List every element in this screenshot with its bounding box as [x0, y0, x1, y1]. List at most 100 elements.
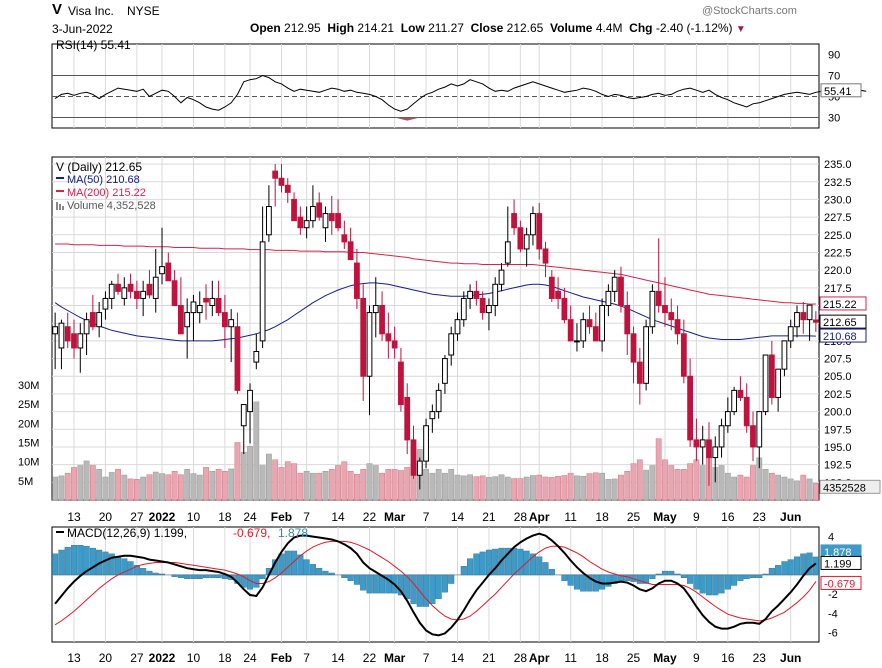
company-name: Visa Inc. [68, 4, 114, 18]
candle [121, 277, 128, 306]
macd-histogram-bar [177, 574, 184, 578]
volume-bar [435, 469, 442, 501]
candle-body [592, 326, 599, 342]
volume-bar [618, 474, 624, 501]
macd-histogram-bar [473, 553, 480, 576]
volume-bar [58, 475, 65, 501]
volume-bar [460, 475, 467, 501]
candle [398, 347, 404, 412]
volume-bar [800, 474, 807, 501]
macd-x-tick-label: 25 [627, 651, 641, 665]
volume-bar [96, 469, 103, 501]
volume-bar [504, 476, 511, 501]
candle-body [787, 326, 794, 342]
candle [624, 291, 631, 356]
volume-bar [215, 469, 222, 501]
candle-body [253, 350, 260, 363]
candle [203, 284, 209, 320]
candle-body [115, 283, 121, 292]
volume-bar [580, 475, 587, 501]
macd-histogram-bar [423, 574, 430, 607]
candle [542, 241, 549, 278]
rsi-oversold-area [388, 117, 420, 121]
volume-bar [83, 460, 90, 501]
candle-body [630, 333, 637, 363]
macd-histogram-bar [674, 573, 681, 576]
macd-histogram-bar [479, 551, 486, 576]
macd-histogram-bar [121, 558, 128, 576]
candle [360, 284, 367, 401]
candle-body [297, 216, 304, 229]
volume-bar [668, 465, 675, 501]
candle-body [504, 241, 511, 264]
candle [303, 206, 310, 239]
macd-histogram-bar [517, 548, 524, 576]
macd-histogram-bar [775, 565, 782, 576]
volume-bar [574, 475, 580, 501]
macd-histogram-bar [64, 546, 71, 576]
candle-body [586, 319, 593, 328]
volume-bar [775, 474, 782, 501]
candle-body [266, 206, 272, 236]
macd-x-tick-label: Jun [780, 651, 801, 665]
candle [511, 199, 517, 235]
candle [297, 206, 304, 235]
volume-bar [787, 478, 794, 501]
macd-histogram-bar [215, 574, 222, 578]
macd-histogram-bar [133, 565, 140, 576]
volume-bar [762, 469, 769, 501]
candle-body [385, 333, 392, 342]
macd-signal-value-tag: -0.679 [820, 575, 862, 590]
macd-main-value-tag-box [820, 555, 862, 570]
macd-histogram-bar [309, 564, 316, 576]
candle [592, 312, 599, 342]
macd-legend-main: MACD(12,26,9) 1.199, [67, 526, 187, 540]
candle-body [580, 319, 587, 342]
candle [662, 277, 668, 327]
candle-body [718, 425, 725, 448]
price-x-tick-label: 2022 [149, 510, 176, 524]
candle-body [398, 361, 404, 406]
candle-body [102, 297, 109, 310]
price-x-tick-label: 14 [451, 510, 465, 524]
candle [486, 298, 492, 331]
candle-body [756, 411, 763, 448]
volume-bar [391, 469, 398, 501]
volume-bar [611, 478, 618, 501]
candle [215, 280, 222, 317]
candle-body [360, 297, 367, 377]
rsi-current-tag-label: 55.41 [824, 86, 852, 98]
candle-body [467, 290, 473, 299]
volume-bar [259, 465, 266, 501]
volume-bar [812, 483, 819, 501]
candle-body [680, 333, 687, 377]
rsi-tick-label: 90 [828, 50, 840, 62]
candle [77, 323, 84, 373]
candle [750, 411, 756, 462]
candle-body [517, 227, 524, 250]
macd-x-tick-label: Feb [271, 651, 292, 665]
macd-histogram-bar [435, 574, 442, 600]
volume-bar [548, 477, 555, 501]
candle [699, 425, 706, 465]
macd-histogram-bar [492, 548, 499, 576]
ma50-value-tag: 210.68 [819, 328, 867, 343]
macd-histogram-bar [353, 574, 360, 585]
volume-bar [536, 474, 543, 501]
candle [410, 425, 417, 479]
macd-histogram-bar [77, 545, 84, 576]
macd-signal-value-tag-box [820, 575, 862, 590]
candle-body [190, 301, 197, 314]
candle-body [655, 290, 662, 307]
macd-histogram-bar [372, 574, 379, 594]
volume-bar [385, 469, 392, 501]
candle-body [391, 340, 398, 349]
candle [266, 185, 272, 242]
price-tick-label: 192.5 [824, 460, 852, 472]
ma50-value-tag-box [819, 328, 867, 343]
price-legend: V (Daily) 212.65 [56, 160, 142, 174]
macd-histogram-bar [781, 561, 788, 576]
macd-histogram-bar [184, 574, 191, 579]
candle-body [77, 333, 84, 349]
